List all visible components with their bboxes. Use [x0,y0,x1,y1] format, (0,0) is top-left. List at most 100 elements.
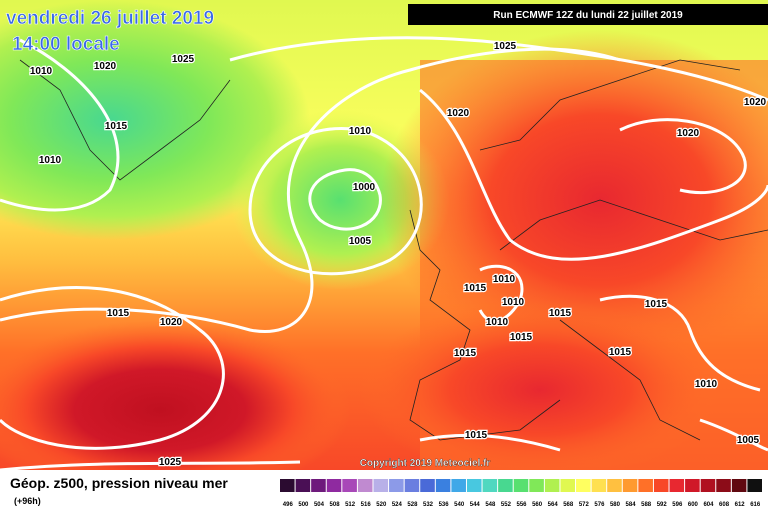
lead-time: (+96h) [14,496,41,506]
colorbar-label: 508 [330,502,341,508]
colorbar-swatch [342,479,357,492]
colorbar-swatch [576,479,591,492]
colorbar-swatch [357,479,373,492]
colorbar-label: 564 [548,502,559,508]
isobar-label: 1010 [502,297,525,308]
isobar-label: 1015 [454,348,477,359]
caption: Géop. z500, pression niveau mer [10,475,228,491]
map-title: vendredi 26 juillet 2019 [6,8,214,29]
isobar-label: 1010 [695,379,718,390]
isobars [0,36,768,472]
colorbar-swatch [466,479,482,492]
isobar-label: 1015 [465,430,488,441]
isobar-label: 1020 [94,61,117,72]
colorbar-swatch [700,479,716,492]
colorbar-swatch [731,479,747,492]
colorbar-swatch [420,479,435,492]
colorbar: 496 500 504 508 512 516 520 524 528 532 536 540 544 5… [280,479,762,508]
colorbar-label: 512 [345,502,356,508]
coastlines [19,59,768,441]
colorbar-swatch [607,479,622,492]
colorbar-swatch [498,479,513,492]
colorbar-label: 524 [392,502,403,508]
colorbar-label: 556 [516,502,527,508]
colorbar-swatch [747,479,762,492]
colorbar-swatch [404,479,420,492]
colorbar-label: 528 [407,502,418,508]
map-time: 14:00 locale [12,34,120,55]
isobar-label: 1015 [464,283,487,294]
colorbar-label: 516 [361,502,372,508]
colorbar-label: 608 [719,502,730,508]
colorbar-swatch [529,479,544,492]
colorbar-swatch [389,479,404,492]
colorbar-swatch [622,479,638,492]
colorbar-label: 576 [594,502,605,508]
isobar-label: 1020 [447,108,470,119]
colorbar-label: 580 [610,502,621,508]
colorbar-swatch [591,479,607,492]
colorbar-swatch [653,479,669,492]
colorbar-label: 504 [314,502,325,508]
colorbar-label: 604 [703,502,714,508]
colorbar-swatch [295,479,311,492]
colorbar-label: 536 [439,502,450,508]
colorbar-label: 568 [563,502,574,508]
colorbar-label: 548 [485,502,496,508]
copyright: Copyright 2019 Meteociel.fr [360,458,491,469]
colorbar-label: 592 [657,502,668,508]
isobar-label: 1020 [677,128,700,139]
colorbar-swatch [716,479,731,492]
colorbar-swatch [435,479,451,492]
isobar-label: 1010 [30,66,53,77]
colorbar-label: 540 [454,502,465,508]
colorbar-swatch [311,479,326,492]
colorbar-label: 588 [641,502,652,508]
colorbar-swatch [560,479,576,492]
colorbar-label: 572 [579,502,590,508]
colorbar-swatch [326,479,342,492]
colorbar-label: 584 [626,502,637,508]
colorbar-label: 616 [750,502,761,508]
run-banner [408,4,768,25]
isobar-label: 1015 [105,121,128,132]
isobar-label: 1010 [349,126,372,137]
colorbar-swatch [685,479,700,492]
colorbar-label: 560 [532,502,543,508]
isobar-label: 1015 [645,299,668,310]
field [0,0,768,500]
colorbar-swatch [544,479,560,492]
colorbar-label: 496 [283,502,294,508]
colorbar-label: 596 [672,502,683,508]
colorbar-label: 532 [423,502,434,508]
colorbar-swatch [280,479,295,492]
isobar-label: 1005 [737,435,760,446]
isobar-label: 1025 [172,54,195,65]
run-info: Run ECMWF 12Z du lundi 22 juillet 2019 [493,10,683,21]
colorbar-label: 520 [376,502,387,508]
isobar-label: 1020 [744,97,767,108]
isobar-label: 1015 [549,308,572,319]
colorbar-swatch [513,479,529,492]
isobar-labels: 1025 1025 1020 1010 1015 1010 1010 1020 1020 1020… [29,40,768,470]
isobar-label: 1025 [494,41,517,52]
colorbar-label: 552 [501,502,512,508]
colorbar-label: 600 [688,502,699,508]
isobar-label: 1015 [609,347,632,358]
isobar-label: 1005 [349,236,372,247]
colorbar-label: 612 [735,502,746,508]
isobar-label: 1015 [107,308,130,319]
colorbar-label: 544 [470,502,481,508]
colorbar-label: 500 [298,502,309,508]
colorbar-swatch [482,479,498,492]
colorbar-swatch [373,479,389,492]
isobar-label: 1010 [39,155,62,166]
colorbar-swatch [638,479,653,492]
colorbar-swatch [451,479,466,492]
colorbar-swatch [669,479,685,492]
isobar-label: 1010 [486,317,509,328]
isobar-label: 1020 [160,317,183,328]
isobar-label: 1025 [159,457,182,468]
isobar-label: 1010 [493,274,516,285]
